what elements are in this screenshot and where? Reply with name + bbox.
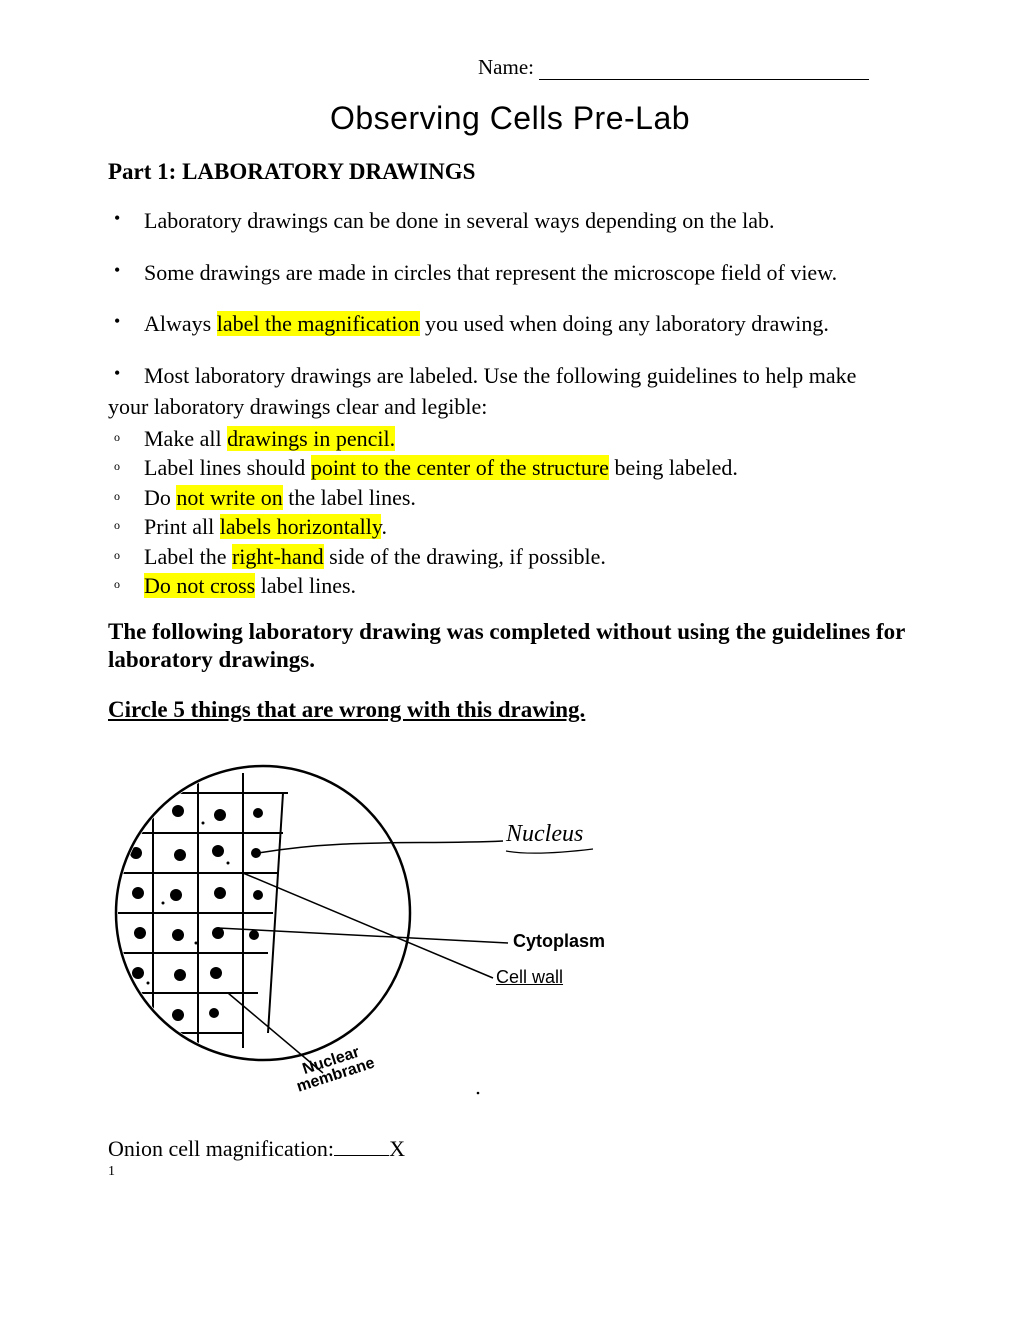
magnification-line: Onion cell magnification: X: [108, 1133, 912, 1162]
page-number: 1: [108, 1164, 912, 1180]
s4-hl: labels horizontally: [220, 514, 382, 539]
mag-caption: Onion cell magnification:: [108, 1136, 334, 1161]
s6-post: label lines.: [255, 573, 356, 598]
name-label: Name:: [478, 55, 534, 79]
part1-heading: Part 1: LABORATORY DRAWINGS: [108, 159, 912, 185]
bullet-list: Laboratory drawings can be done in sever…: [108, 207, 912, 389]
sub-4: Print all labels horizontally.: [108, 513, 912, 541]
page-title: Observing Cells Pre-Lab: [108, 100, 912, 137]
bullet-2: Some drawings are made in circles that r…: [108, 259, 912, 287]
sub-2: Label lines should point to the center o…: [108, 454, 912, 482]
s4-post: .: [381, 514, 387, 539]
b4-line1: Most laboratory drawings are labeled. Us…: [144, 363, 856, 388]
sub-bullet-list: Make all drawings in pencil. Label lines…: [108, 425, 912, 600]
sub-5: Label the right-hand side of the drawing…: [108, 543, 912, 571]
prompt-instruction: Circle 5 things that are wrong with this…: [108, 697, 912, 723]
figure-cell-diagram: Nucleus Cytoplasm Cell wall Nuclear memb…: [108, 753, 912, 1113]
prompt-para: The following laboratory drawing was com…: [108, 618, 912, 676]
s6-hl: Do not cross: [144, 573, 255, 598]
s4-pre: Print all: [144, 514, 220, 539]
s3-pre: Do: [144, 485, 176, 510]
label-cell-wall: Cell wall: [496, 967, 563, 988]
mag-blank[interactable]: [334, 1133, 389, 1156]
bullet-3: Always label the magnification you used …: [108, 310, 912, 338]
bullet-2-text: Some drawings are made in circles that r…: [144, 260, 837, 285]
sub-6: Do not cross label lines.: [108, 572, 912, 600]
bullet-1-text: Laboratory drawings can be done in sever…: [144, 208, 774, 233]
label-nucleus: Nucleus: [506, 821, 583, 848]
s3-post: the label lines.: [283, 485, 416, 510]
name-field-row: Name:: [478, 55, 912, 80]
bullet-1: Laboratory drawings can be done in sever…: [108, 207, 912, 235]
s5-pre: Label the: [144, 544, 232, 569]
mag-x: X: [389, 1136, 405, 1161]
s5-hl: right-hand: [232, 544, 324, 569]
sub-3: Do not write on the label lines.: [108, 484, 912, 512]
b3-hl: label the magnification: [217, 311, 420, 336]
sub-1: Make all drawings in pencil.: [108, 425, 912, 453]
s2-post: being labeled.: [609, 455, 738, 480]
b3-post: you used when doing any laboratory drawi…: [420, 311, 829, 336]
bullet-4: Most laboratory drawings are labeled. Us…: [108, 362, 912, 390]
s1-hl: drawings in pencil.: [227, 426, 395, 451]
worksheet-page: Name: Observing Cells Pre-Lab Part 1: LA…: [0, 0, 1020, 1320]
b4-continuation: your laboratory drawings clear and legib…: [108, 393, 912, 421]
label-cytoplasm: Cytoplasm: [513, 931, 605, 952]
b3-pre: Always: [144, 311, 217, 336]
s2-pre: Label lines should: [144, 455, 311, 480]
s1-pre: Make all: [144, 426, 227, 451]
s3-hl: not write on: [176, 485, 282, 510]
name-blank-line[interactable]: [539, 57, 869, 80]
s5-post: side of the drawing, if possible.: [324, 544, 606, 569]
s2-hl: point to the center of the structure: [311, 455, 609, 480]
